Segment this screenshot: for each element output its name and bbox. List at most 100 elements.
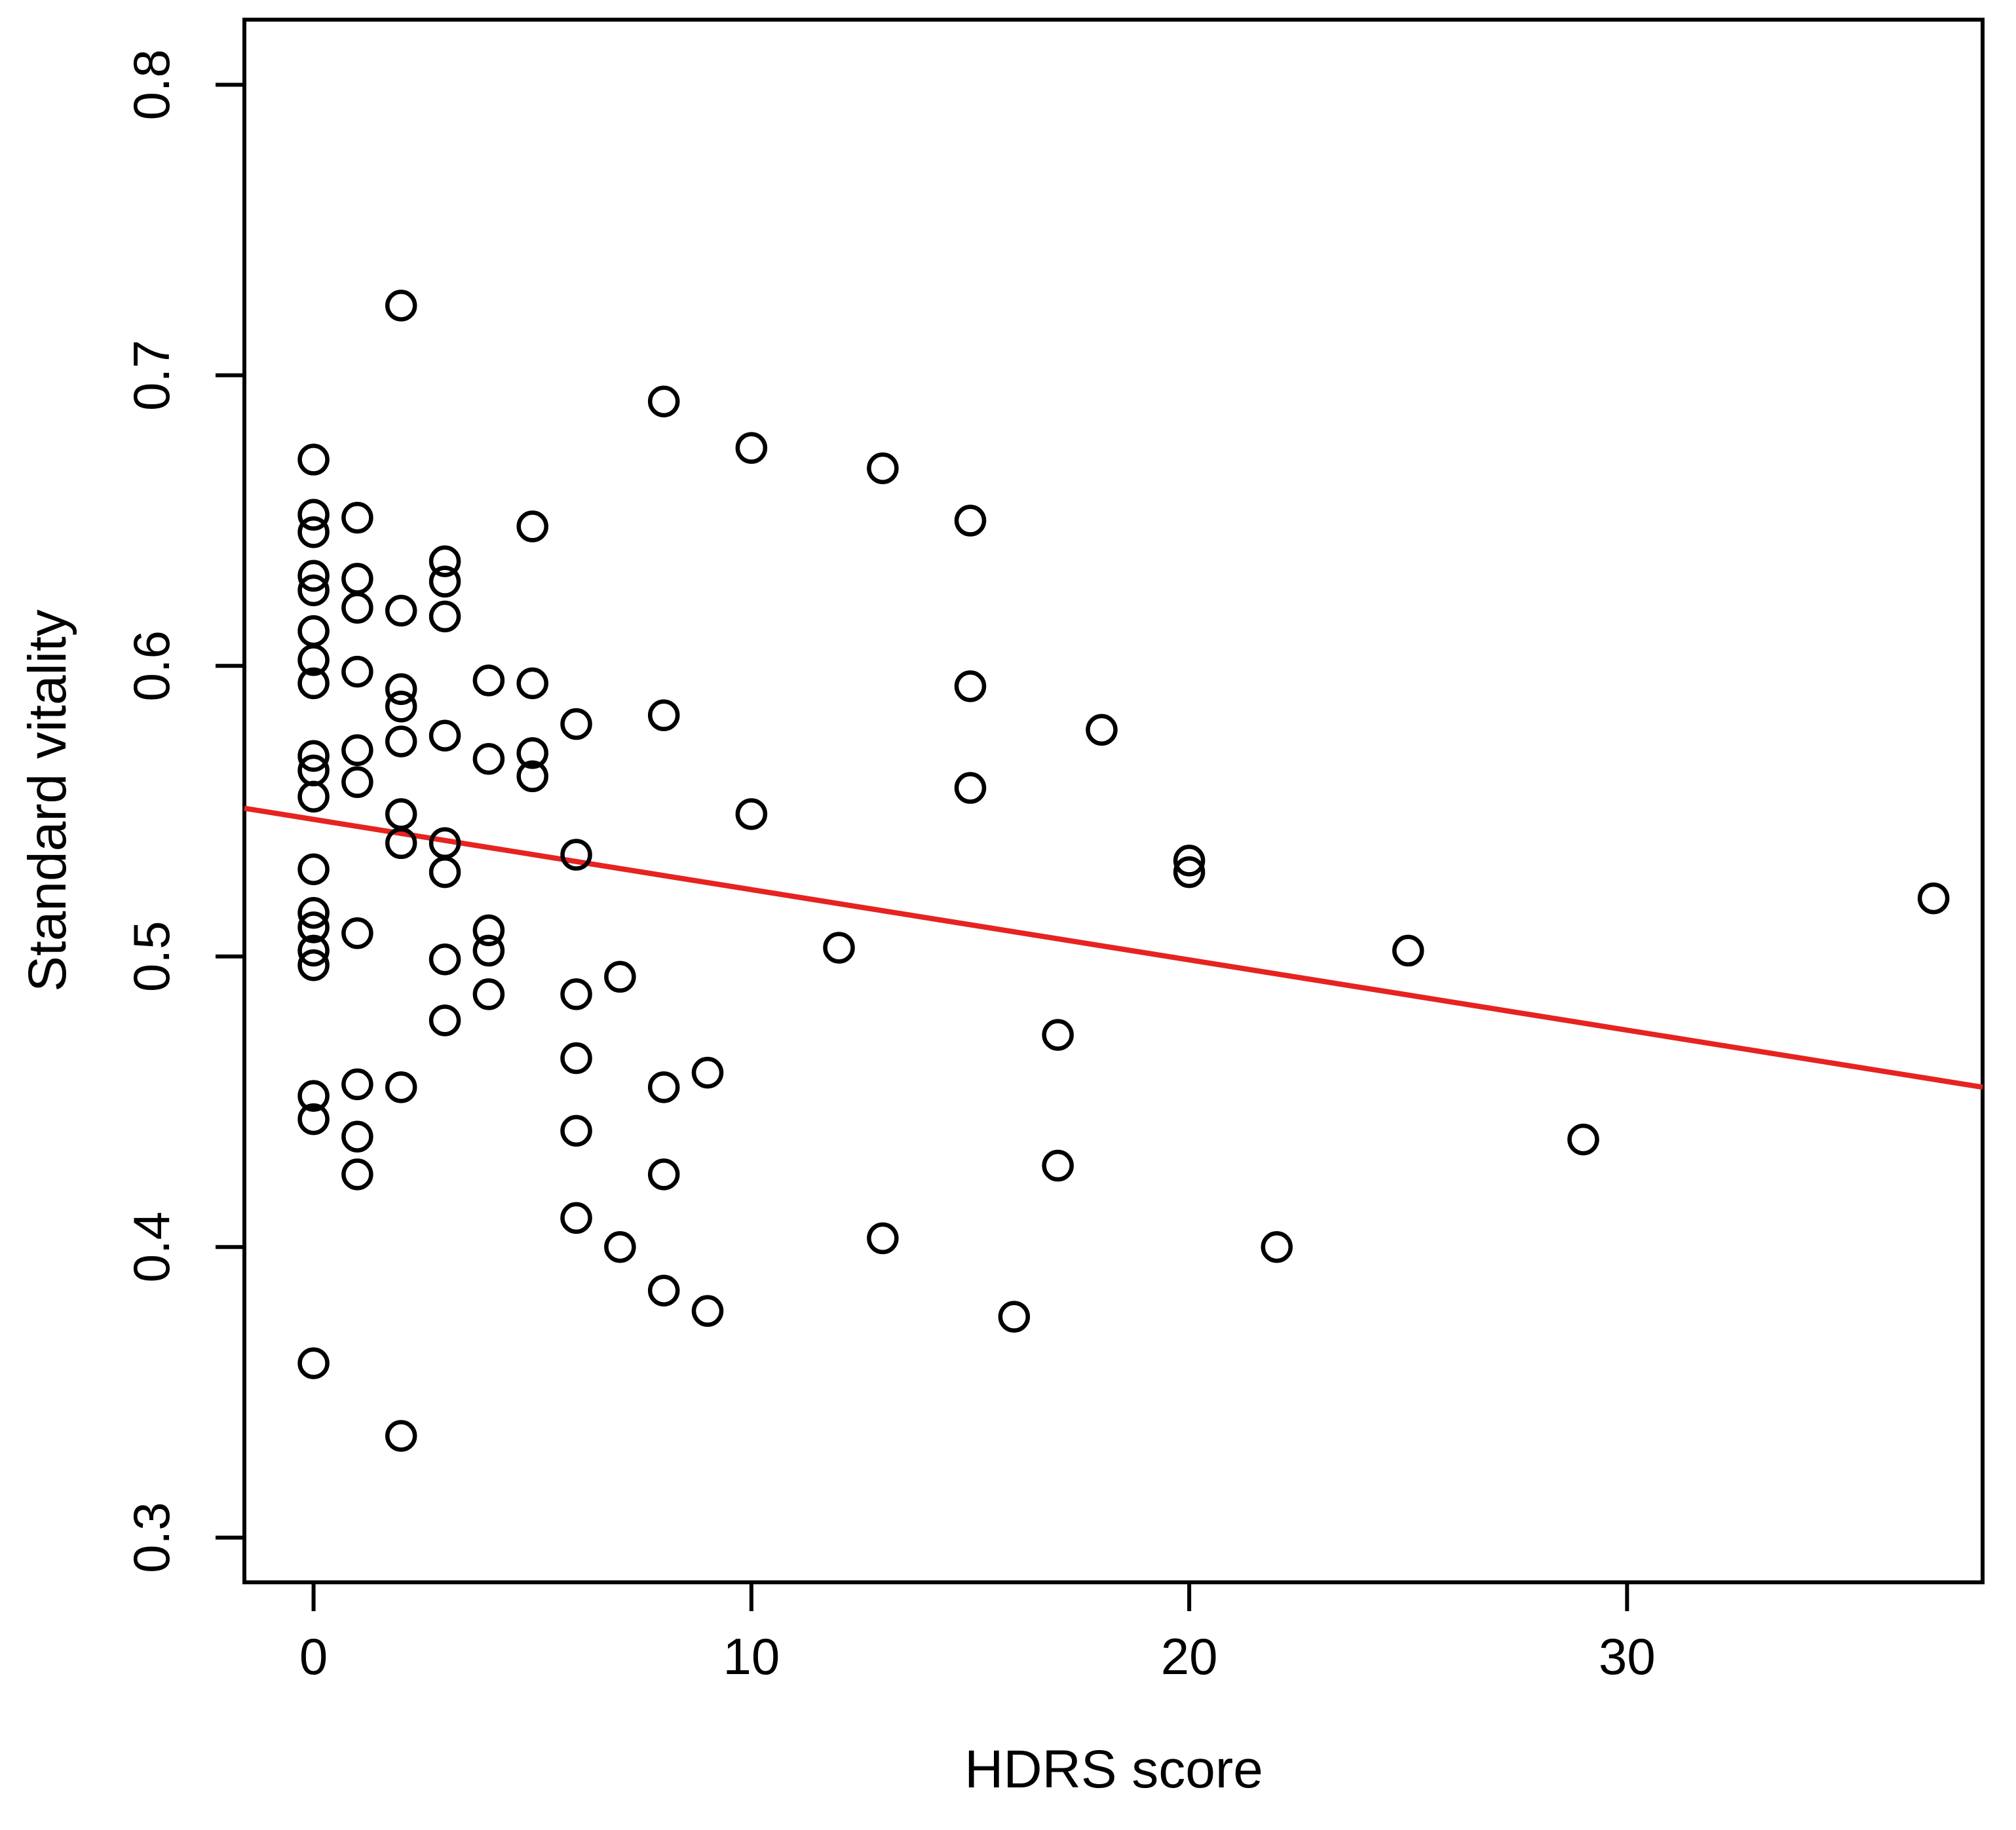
- x-axis-tick-label: 10: [723, 1628, 780, 1685]
- data-point: [341, 917, 373, 949]
- data-point: [385, 673, 417, 706]
- data-point: [341, 562, 373, 595]
- data-point: [297, 934, 330, 967]
- data-point: [647, 385, 680, 417]
- data-point: [297, 949, 330, 982]
- data-point: [341, 766, 373, 798]
- data-point: [385, 290, 417, 322]
- data-point: [297, 560, 330, 592]
- data-point: [385, 691, 417, 723]
- data-point: [341, 734, 373, 767]
- data-point: [385, 725, 417, 757]
- data-point: [297, 667, 330, 700]
- data-point: [1917, 882, 1950, 915]
- x-axis-tick-label: 0: [299, 1628, 328, 1685]
- data-point: [954, 505, 987, 537]
- data-point: [1042, 1019, 1074, 1051]
- data-point: [954, 670, 987, 702]
- data-point: [428, 943, 461, 976]
- data-point: [297, 1080, 330, 1112]
- data-point: [428, 565, 461, 598]
- data-point: [1567, 1123, 1599, 1156]
- data-point: [385, 798, 417, 830]
- data-point: [735, 432, 768, 464]
- data-point: [998, 1301, 1031, 1333]
- data-point: [297, 574, 330, 607]
- data-point: [647, 699, 680, 731]
- data-point: [428, 719, 461, 752]
- data-point: [691, 1056, 724, 1089]
- data-point: [647, 1071, 680, 1103]
- data-point: [297, 1103, 330, 1135]
- data-point: [297, 911, 330, 944]
- data-point: [341, 592, 373, 624]
- data-point: [604, 961, 636, 993]
- data-point: [297, 896, 330, 929]
- data-point: [472, 934, 505, 967]
- plot-box: [242, 18, 1985, 1584]
- data-point: [560, 708, 592, 740]
- data-point: [385, 827, 417, 860]
- x-axis-title: HDRS score: [964, 1740, 1263, 1799]
- data-point: [297, 1347, 330, 1379]
- data-point: [1173, 856, 1206, 888]
- data-point: [472, 914, 505, 947]
- data-point: [297, 615, 330, 647]
- y-axis-tick-label: 0.6: [123, 630, 180, 701]
- data-point: [560, 1042, 592, 1075]
- data-point: [385, 1071, 417, 1103]
- data-point: [823, 932, 855, 964]
- data-point: [560, 1202, 592, 1234]
- data-point: [385, 594, 417, 627]
- data-point: [341, 1158, 373, 1191]
- data-point: [385, 1420, 417, 1452]
- data-point: [428, 856, 461, 888]
- data-point: [297, 644, 330, 676]
- data-point: [472, 978, 505, 1010]
- data-point: [867, 1222, 899, 1255]
- data-point: [341, 1120, 373, 1153]
- data-point: [1173, 845, 1206, 877]
- data-point: [297, 853, 330, 885]
- data-point: [516, 737, 548, 769]
- data-point: [297, 740, 330, 772]
- data-point: [297, 780, 330, 813]
- data-point: [428, 1004, 461, 1037]
- data-point: [472, 742, 505, 775]
- y-axis-tick-label: 0.8: [123, 49, 180, 120]
- data-point: [516, 760, 548, 793]
- data-point: [516, 667, 548, 700]
- y-axis-tick-label: 0.3: [123, 1502, 180, 1573]
- data-point: [297, 444, 330, 476]
- data-point: [1392, 934, 1424, 967]
- data-point: [691, 1295, 724, 1327]
- data-point: [297, 499, 330, 531]
- y-axis-tick-label: 0.7: [123, 340, 180, 411]
- data-point: [1042, 1149, 1074, 1182]
- data-point: [341, 1068, 373, 1101]
- x-axis-tick-label: 30: [1599, 1628, 1656, 1685]
- data-point: [341, 501, 373, 534]
- y-axis-tick-label: 0.4: [123, 1211, 180, 1282]
- plot-area: 0 10 20 30 0.3 0.4 0.5 0.6 0.7 0.8: [123, 18, 1985, 1685]
- data-point: [1261, 1230, 1293, 1263]
- data-point: [472, 664, 505, 696]
- data-point: [647, 1274, 680, 1307]
- data-point: [867, 452, 899, 484]
- data-point: [341, 655, 373, 688]
- data-point: [735, 798, 768, 830]
- data-point: [516, 510, 548, 543]
- data-point: [428, 545, 461, 577]
- data-point: [604, 1230, 636, 1263]
- y-axis-title: Standard vitality: [18, 609, 77, 991]
- data-point: [560, 978, 592, 1010]
- regression-line: [244, 805, 1983, 1090]
- data-point: [1086, 714, 1118, 746]
- data-point: [428, 600, 461, 633]
- x-axis-tick-label: 20: [1161, 1628, 1218, 1685]
- data-point: [560, 839, 592, 871]
- data-point: [647, 1158, 680, 1191]
- y-axis-tick-label: 0.5: [123, 921, 180, 992]
